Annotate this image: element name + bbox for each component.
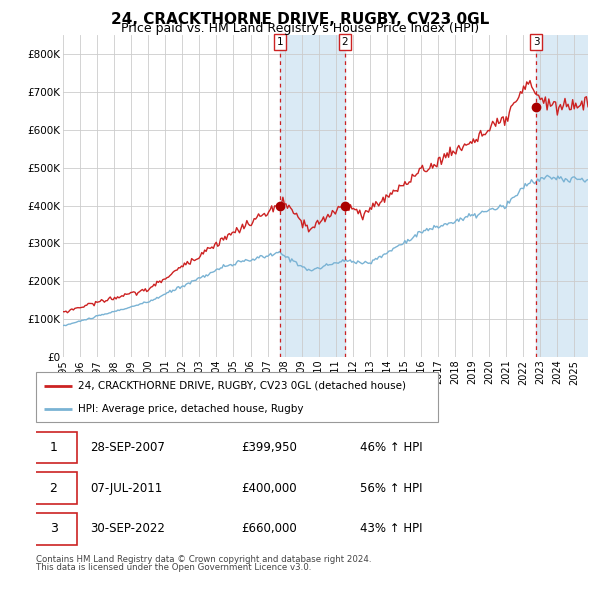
Text: 1: 1 (277, 37, 284, 47)
Text: 1: 1 (50, 441, 58, 454)
Text: Price paid vs. HM Land Registry's House Price Index (HPI): Price paid vs. HM Land Registry's House … (121, 22, 479, 35)
Text: 46% ↑ HPI: 46% ↑ HPI (360, 441, 422, 454)
Text: 2: 2 (341, 37, 348, 47)
Text: 56% ↑ HPI: 56% ↑ HPI (360, 481, 422, 495)
Text: 28-SEP-2007: 28-SEP-2007 (90, 441, 165, 454)
Text: 30-SEP-2022: 30-SEP-2022 (90, 522, 165, 535)
Text: £400,000: £400,000 (241, 481, 297, 495)
Text: HPI: Average price, detached house, Rugby: HPI: Average price, detached house, Rugb… (78, 404, 304, 414)
Text: 24, CRACKTHORNE DRIVE, RUGBY, CV23 0GL (detached house): 24, CRACKTHORNE DRIVE, RUGBY, CV23 0GL (… (78, 381, 406, 391)
Text: Contains HM Land Registry data © Crown copyright and database right 2024.: Contains HM Land Registry data © Crown c… (36, 555, 371, 563)
Text: 3: 3 (50, 522, 58, 535)
FancyBboxPatch shape (31, 513, 77, 545)
Text: 07-JUL-2011: 07-JUL-2011 (90, 481, 162, 495)
Text: 24, CRACKTHORNE DRIVE, RUGBY, CV23 0GL: 24, CRACKTHORNE DRIVE, RUGBY, CV23 0GL (111, 12, 489, 27)
FancyBboxPatch shape (31, 432, 77, 464)
FancyBboxPatch shape (31, 473, 77, 504)
Text: 3: 3 (533, 37, 539, 47)
Text: £660,000: £660,000 (241, 522, 297, 535)
Text: £399,950: £399,950 (241, 441, 297, 454)
FancyBboxPatch shape (36, 372, 438, 422)
Bar (536, 35, 588, 357)
Text: 2: 2 (50, 481, 58, 495)
Text: This data is licensed under the Open Government Licence v3.0.: This data is licensed under the Open Gov… (36, 563, 311, 572)
Bar (280, 35, 344, 357)
Text: 43% ↑ HPI: 43% ↑ HPI (360, 522, 422, 535)
